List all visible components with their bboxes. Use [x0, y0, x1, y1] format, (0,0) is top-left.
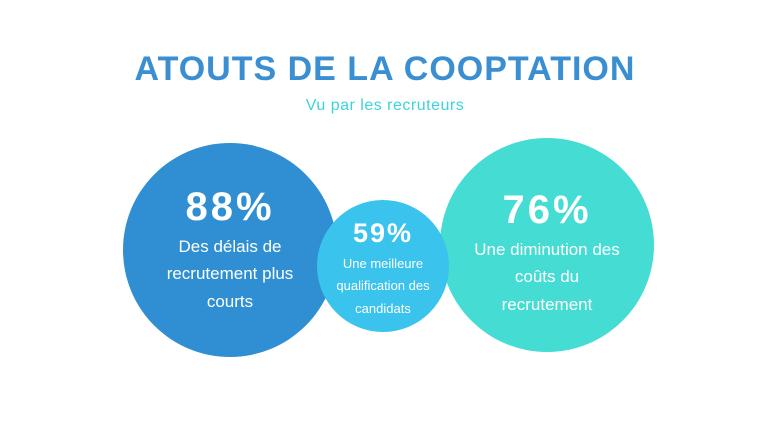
- bubble-label-line: candidats: [355, 301, 411, 317]
- bubble-label-line: qualification des: [336, 278, 430, 294]
- percent-value: 76%: [502, 188, 592, 233]
- bubble-label-line: Une diminution des: [474, 240, 620, 260]
- bubble-label-line: recrutement plus: [166, 264, 294, 284]
- percent-value: 88%: [185, 185, 275, 230]
- bubble-delais-recrutement: 88% Des délais de recrutement plus court…: [123, 143, 337, 357]
- bubble-label-line: Des délais de: [178, 237, 282, 257]
- page-title: ATOUTS DE LA COOPTATION: [134, 50, 636, 88]
- bubble-label: Une diminution des coûts du recrutement: [474, 236, 620, 318]
- bubble-label-line: coûts du: [514, 267, 580, 287]
- bubble-label: Des délais de recrutement plus courts: [167, 233, 294, 315]
- bubble-label: Une meilleure qualification des candidat…: [336, 253, 429, 321]
- bubble-label-line: Une meilleure: [342, 255, 424, 271]
- bubble-diminution-couts: 76% Une diminution des coûts du recrutem…: [440, 138, 654, 352]
- bubble-qualification-candidats: 59% Une meilleure qualification des cand…: [317, 200, 449, 332]
- bubble-label-line: courts: [206, 291, 254, 311]
- page-subtitle: Vu par les recruteurs: [305, 97, 465, 114]
- bubble-label-line: recrutement: [501, 294, 593, 314]
- percent-value: 59%: [352, 218, 414, 249]
